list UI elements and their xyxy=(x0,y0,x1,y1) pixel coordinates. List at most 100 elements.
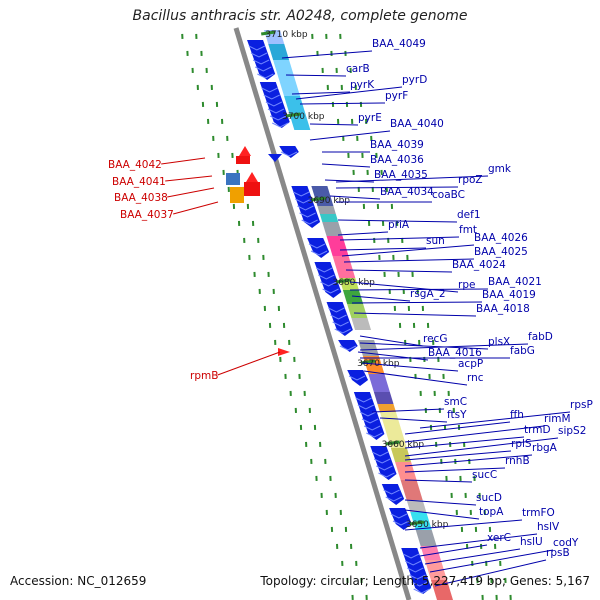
gene-label: fabG xyxy=(510,345,535,357)
gene-label: fabD xyxy=(528,331,553,343)
track-dot xyxy=(262,254,265,260)
gene-arrow xyxy=(247,40,276,80)
leader-line xyxy=(404,499,477,506)
gene-chevron xyxy=(255,66,272,72)
track-dot xyxy=(284,373,287,379)
track-dot xyxy=(469,509,472,515)
track-dot xyxy=(341,560,344,566)
track-dot xyxy=(365,118,368,124)
gene-chevron xyxy=(334,328,351,334)
gene-arrow-reverse xyxy=(236,156,250,164)
gene-chevron xyxy=(257,73,274,79)
track-dot xyxy=(299,424,303,430)
leader-line xyxy=(379,417,448,423)
leader-line xyxy=(404,479,473,483)
track-dot xyxy=(380,169,383,175)
feature-band xyxy=(311,186,334,206)
leader-line xyxy=(363,370,468,386)
gene-label: hslV xyxy=(537,521,560,533)
track-dot xyxy=(186,50,189,56)
leader-line xyxy=(359,342,489,350)
track-dot xyxy=(339,509,342,515)
track-dot xyxy=(459,475,462,481)
leader-line xyxy=(357,351,429,361)
leader-line xyxy=(349,288,489,291)
gene-label: topA xyxy=(479,506,504,518)
accession-text: Accession: NC_012659 xyxy=(10,574,147,588)
gene-label: def1 xyxy=(457,209,481,221)
track-dot xyxy=(331,101,335,107)
gene-chevron xyxy=(320,281,337,287)
track-dot xyxy=(355,560,358,566)
gene-chevron xyxy=(316,267,333,273)
gene-label: rpsP xyxy=(570,399,593,411)
track-dot xyxy=(274,339,277,345)
track-dot xyxy=(460,526,464,532)
leader-line xyxy=(345,269,453,273)
gene-chevron xyxy=(339,345,357,351)
gene-chevron xyxy=(301,219,318,225)
track-dot xyxy=(201,101,205,107)
gene-chevron xyxy=(272,122,289,128)
leader-line xyxy=(295,86,403,100)
feature-band xyxy=(400,480,423,500)
track-dot xyxy=(346,577,349,583)
gene-chevron xyxy=(371,451,389,457)
tick-mark xyxy=(311,196,326,202)
leader-line xyxy=(419,544,488,557)
track-dot xyxy=(277,305,281,311)
leader-line xyxy=(404,467,506,473)
track-dot xyxy=(365,594,368,600)
track-dot xyxy=(305,441,308,447)
track-dot xyxy=(432,339,435,345)
track-dot xyxy=(263,305,267,311)
track-dot xyxy=(450,492,453,498)
gene-label: BAA_4035 xyxy=(374,169,428,181)
gene-arrow xyxy=(347,370,369,386)
gene-chevron xyxy=(376,465,393,471)
track-dot xyxy=(443,424,447,430)
track-dot xyxy=(181,33,184,39)
gene-label-reverse: BAA_4038 xyxy=(114,192,168,204)
leader-line xyxy=(351,301,483,304)
track-dot xyxy=(210,84,213,90)
track-dot xyxy=(215,101,219,107)
gene-label: rnhB xyxy=(505,455,530,467)
gene-label-reverse: BAA_4042 xyxy=(108,159,162,171)
gene-label: BAA_4016 xyxy=(428,347,482,359)
track-dot xyxy=(267,271,270,277)
gene-arrow xyxy=(381,484,405,505)
track-dot xyxy=(376,203,380,209)
track-dot xyxy=(464,492,467,498)
gene-label: rbgA xyxy=(532,442,558,454)
gene-label: BAA_4039 xyxy=(370,139,424,151)
track-dot xyxy=(226,135,229,141)
track-dot xyxy=(257,237,260,243)
track-dot xyxy=(337,118,340,124)
leader-line xyxy=(281,50,373,59)
leader-line xyxy=(339,247,427,251)
track-dot xyxy=(349,67,352,73)
tick-label: 3650 kbp xyxy=(406,520,449,530)
track-dot xyxy=(243,237,246,243)
feature-band xyxy=(326,236,349,256)
track-dot xyxy=(370,135,373,141)
leader-line xyxy=(337,231,389,236)
gene-chevron xyxy=(407,567,424,573)
feature-band xyxy=(347,304,368,318)
track-dot xyxy=(362,203,366,209)
track-dot xyxy=(232,203,236,209)
track-dot xyxy=(490,577,493,583)
gene-chevron xyxy=(295,198,312,204)
feature-band xyxy=(395,462,417,480)
gene-label: sun xyxy=(426,235,445,247)
track-dot xyxy=(433,390,436,396)
leader-line xyxy=(165,175,213,182)
track-dot xyxy=(321,67,324,73)
track-dot xyxy=(350,543,353,549)
leader-line xyxy=(309,123,359,126)
gene-chevron xyxy=(328,307,345,313)
track-dot xyxy=(258,288,261,294)
gene-label: carB xyxy=(346,63,370,75)
gene-chevron xyxy=(404,560,422,566)
